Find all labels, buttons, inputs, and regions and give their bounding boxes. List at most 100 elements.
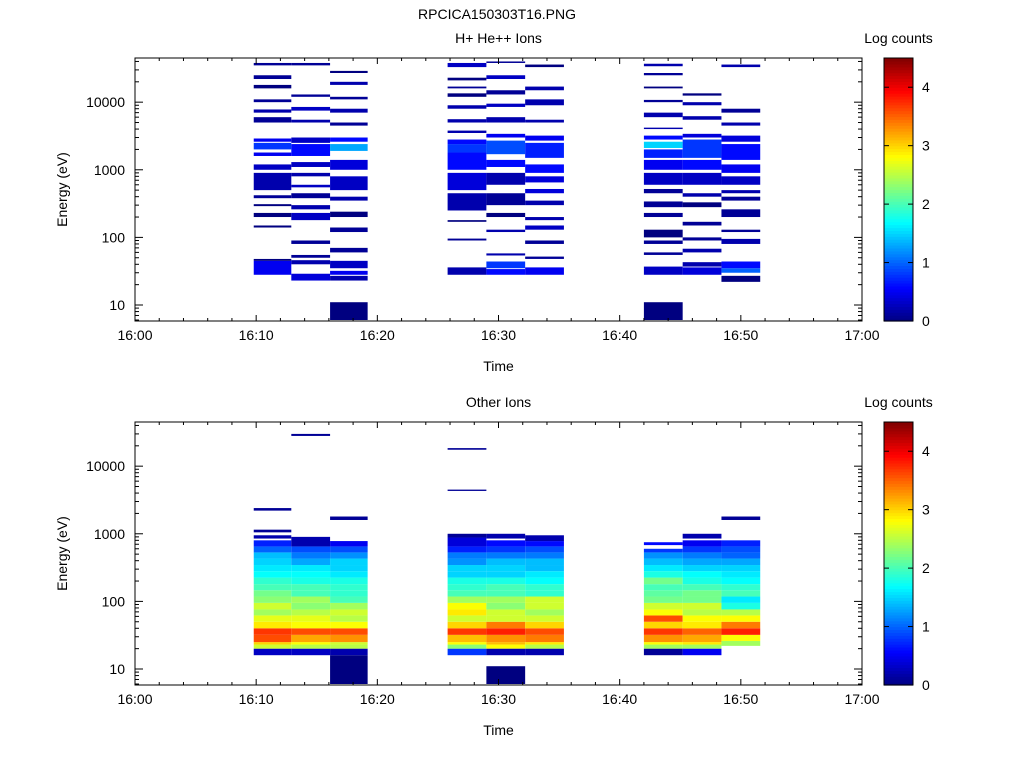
colorbar-segment — [884, 75, 913, 80]
heatmap-cell — [643, 642, 683, 645]
heatmap-cell — [330, 144, 368, 151]
heatmap-cell — [643, 266, 683, 275]
heatmap-cell — [291, 571, 331, 578]
colorbar-segment — [884, 492, 913, 496]
colorbar-segment — [884, 224, 913, 229]
heatmap-cell — [486, 602, 526, 610]
heatmap-cell — [721, 122, 761, 126]
heatmap-cell — [525, 99, 564, 106]
colorbar-segment — [884, 113, 913, 118]
heatmap-cell — [643, 590, 683, 597]
heatmap-cell — [643, 548, 683, 553]
colorbar-segment — [884, 591, 913, 596]
heatmap-cell — [486, 117, 526, 123]
colorbar-segment — [884, 617, 913, 622]
colorbar-segment — [884, 242, 913, 246]
heatmap-cell — [486, 590, 526, 597]
colorbar-segment — [884, 606, 913, 610]
heatmap-cell — [643, 172, 683, 185]
heatmap-cell — [253, 535, 292, 539]
colorbar-segment — [884, 218, 913, 223]
heatmap-cell — [525, 267, 564, 275]
colorbar-segment — [884, 582, 913, 587]
heatmap-cell — [525, 546, 564, 553]
colorbar-segment — [884, 81, 913, 85]
colorbar-segment — [884, 652, 913, 657]
colorbar-segment — [884, 489, 913, 493]
heatmap-cell — [486, 558, 526, 566]
heatmap-cell — [486, 648, 526, 656]
heatmap-cell — [447, 86, 487, 89]
colorbar-segment — [884, 312, 913, 316]
colorbar-segment — [884, 541, 913, 546]
colorbar-segment — [884, 597, 913, 601]
heatmap-cell — [253, 596, 292, 603]
colorbar-segment — [884, 655, 913, 660]
colorbar-segment — [884, 171, 913, 176]
colorbar-segment — [884, 424, 913, 429]
heatmap-cell — [330, 552, 368, 559]
heatmap-cell — [643, 159, 683, 170]
heatmap-cell — [486, 621, 526, 629]
heatmap-cell — [643, 302, 683, 321]
heatmap-cell — [525, 634, 564, 643]
heatmap-cell — [447, 584, 487, 591]
heatmap-cell — [330, 196, 368, 201]
heatmap-cell — [721, 571, 761, 578]
heatmap-cell — [525, 86, 564, 91]
heatmap-cell — [330, 546, 368, 553]
heatmap-cell — [330, 602, 368, 610]
heatmap-cell — [643, 542, 683, 546]
heatmap-cell — [721, 64, 761, 68]
heatmap-cell — [253, 142, 292, 150]
heatmap-cell — [253, 577, 292, 585]
colorbar-segment — [884, 682, 913, 686]
heatmap-cell — [486, 90, 526, 95]
heatmap-cell — [330, 270, 368, 275]
x-axis-label: Time — [483, 358, 514, 374]
colorbar-segment — [884, 614, 913, 619]
heatmap-cell — [486, 596, 526, 603]
heatmap-cell — [330, 516, 368, 520]
x-tick-label: 16:10 — [239, 691, 274, 707]
heatmap-cell — [682, 552, 722, 559]
colorbar-segment — [884, 647, 913, 651]
heatmap-cell — [721, 552, 761, 559]
y-tick-label: 100 — [102, 229, 126, 245]
heatmap-cell — [682, 533, 722, 539]
heatmap-cell — [721, 634, 761, 641]
heatmap-cell — [253, 109, 292, 113]
colorbar-segment — [884, 151, 913, 156]
colorbar-segment — [884, 649, 913, 654]
colorbar-segment — [884, 480, 913, 484]
y-tick-label: 1000 — [94, 526, 125, 542]
heatmap-cell — [291, 137, 331, 143]
heatmap-cell — [643, 63, 683, 67]
colorbar-segment — [884, 451, 913, 455]
heatmap-cell — [447, 537, 487, 547]
colorbar-segment — [884, 297, 913, 302]
colorbar-segment — [884, 559, 913, 563]
heatmap-cell — [330, 176, 368, 191]
heatmap-cell — [682, 540, 722, 547]
colorbar-tick-label: 1 — [922, 255, 930, 271]
heatmap-cell — [447, 648, 487, 656]
heatmap-cell — [291, 642, 331, 645]
heatmap-cell — [330, 577, 368, 585]
colorbar-segment — [884, 544, 913, 549]
colorbar-segment — [884, 611, 913, 616]
heatmap-cell — [253, 195, 292, 199]
heatmap-cell — [447, 546, 487, 553]
heatmap-cell — [447, 62, 487, 68]
y-tick-label: 10000 — [86, 94, 125, 110]
heatmap-cell — [643, 648, 683, 656]
heatmap-cell — [253, 590, 292, 597]
heatmap-cell — [447, 634, 487, 643]
colorbar-segment — [884, 497, 913, 502]
heatmap-cell — [291, 590, 331, 597]
heatmap-cell — [643, 86, 683, 89]
colorbar-tick-label: 3 — [922, 138, 930, 154]
heatmap-cell — [721, 602, 761, 610]
heatmap-cell — [291, 634, 331, 643]
